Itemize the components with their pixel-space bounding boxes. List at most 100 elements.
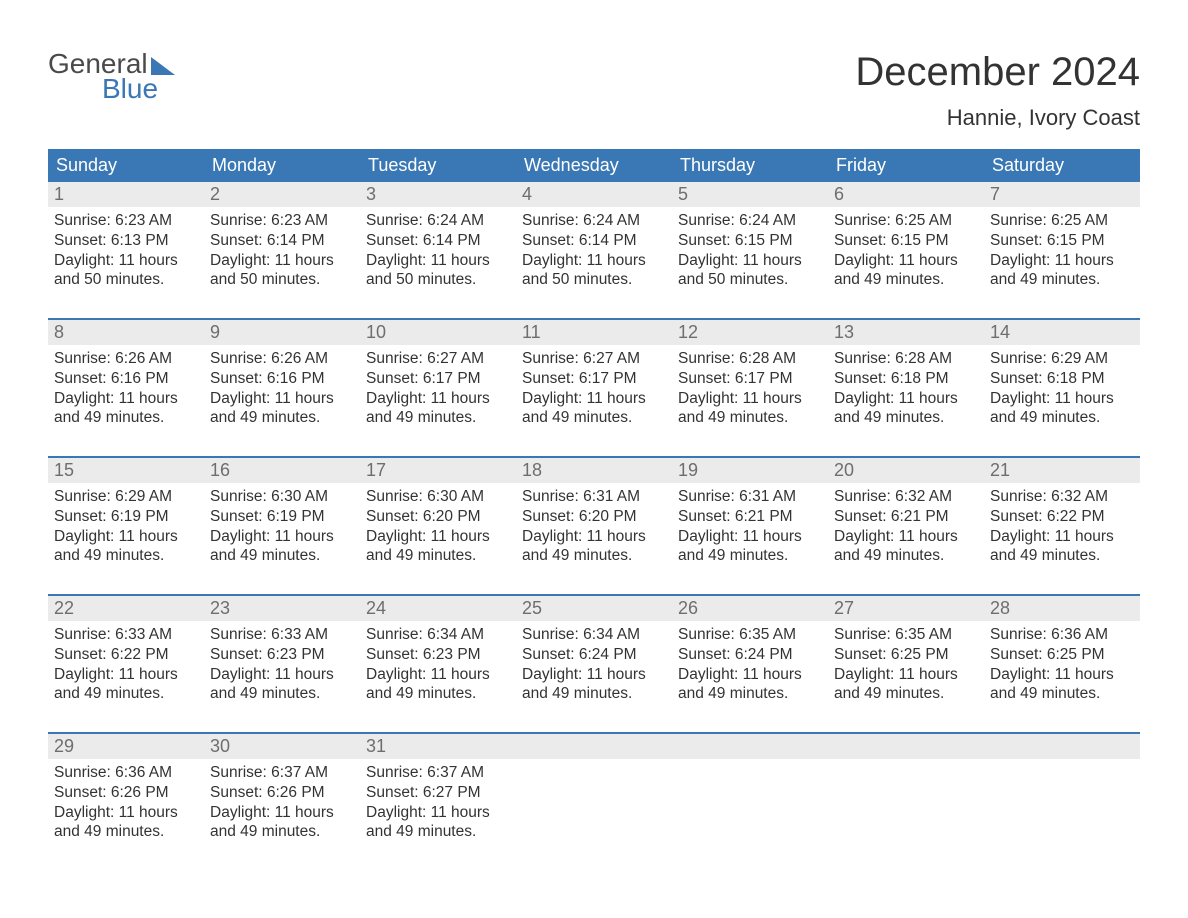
logo-triangle-icon xyxy=(151,57,175,75)
sunrise-text: Sunrise: 6:34 AM xyxy=(522,625,666,645)
daylight-line1: Daylight: 11 hours xyxy=(366,251,510,271)
dow-wednesday: Wednesday xyxy=(516,149,672,182)
day-number: 22 xyxy=(48,596,204,621)
day-number: 14 xyxy=(984,320,1140,345)
sunrise-text: Sunrise: 6:26 AM xyxy=(54,349,198,369)
day-body: Sunrise: 6:27 AMSunset: 6:17 PMDaylight:… xyxy=(516,345,672,428)
day-body: Sunrise: 6:29 AMSunset: 6:19 PMDaylight:… xyxy=(48,483,204,566)
day-body: Sunrise: 6:31 AMSunset: 6:21 PMDaylight:… xyxy=(672,483,828,566)
daylight-line1: Daylight: 11 hours xyxy=(678,527,822,547)
daylight-line1: Daylight: 11 hours xyxy=(54,389,198,409)
day-cell xyxy=(516,734,672,852)
day-body: Sunrise: 6:36 AMSunset: 6:26 PMDaylight:… xyxy=(48,759,204,842)
day-body xyxy=(672,759,828,763)
day-number: 24 xyxy=(360,596,516,621)
day-of-week-header: Sunday Monday Tuesday Wednesday Thursday… xyxy=(48,149,1140,182)
day-number xyxy=(828,734,984,759)
sunset-text: Sunset: 6:19 PM xyxy=(210,507,354,527)
sunrise-text: Sunrise: 6:23 AM xyxy=(54,211,198,231)
day-cell: 16 Sunrise: 6:30 AMSunset: 6:19 PMDayligh… xyxy=(204,458,360,576)
day-number: 20 xyxy=(828,458,984,483)
daylight-line1: Daylight: 11 hours xyxy=(210,803,354,823)
daylight-line1: Daylight: 11 hours xyxy=(210,527,354,547)
sunset-text: Sunset: 6:16 PM xyxy=(54,369,198,389)
day-number: 16 xyxy=(204,458,360,483)
day-cell: 27Sunrise: 6:35 AMSunset: 6:25 PMDayligh… xyxy=(828,596,984,714)
day-body: Sunrise: 6:28 AMSunset: 6:18 PMDaylight:… xyxy=(828,345,984,428)
daylight-line1: Daylight: 11 hours xyxy=(522,251,666,271)
daylight-line2: and 49 minutes. xyxy=(54,546,198,566)
day-cell: 19Sunrise: 6:31 AMSunset: 6:21 PMDayligh… xyxy=(672,458,828,576)
day-cell: 4Sunrise: 6:24 AMSunset: 6:14 PMDaylight… xyxy=(516,182,672,300)
daylight-line2: and 49 minutes. xyxy=(366,822,510,842)
daylight-line1: Daylight: 11 hours xyxy=(210,251,354,271)
day-number: 6 xyxy=(828,182,984,207)
daylight-line2: and 49 minutes. xyxy=(990,270,1134,290)
daylight-line1: Daylight: 11 hours xyxy=(54,665,198,685)
sunset-text: Sunset: 6:26 PM xyxy=(210,783,354,803)
day-number: 25 xyxy=(516,596,672,621)
daylight-line2: and 49 minutes. xyxy=(210,546,354,566)
day-cell: 15Sunrise: 6:29 AMSunset: 6:19 PMDayligh… xyxy=(48,458,204,576)
day-cell: 29Sunrise: 6:36 AMSunset: 6:26 PMDayligh… xyxy=(48,734,204,852)
sunset-text: Sunset: 6:20 PM xyxy=(522,507,666,527)
day-cell: 2Sunrise: 6:23 AMSunset: 6:14 PMDaylight… xyxy=(204,182,360,300)
day-number: 17 xyxy=(360,458,516,483)
day-cell: 7Sunrise: 6:25 AMSunset: 6:15 PMDaylight… xyxy=(984,182,1140,300)
day-body: Sunrise: 6:26 AMSunset: 6:16 PMDaylight:… xyxy=(48,345,204,428)
sunset-text: Sunset: 6:21 PM xyxy=(678,507,822,527)
day-cell: 28Sunrise: 6:36 AMSunset: 6:25 PMDayligh… xyxy=(984,596,1140,714)
sunrise-text: Sunrise: 6:30 AM xyxy=(210,487,354,507)
day-cell: 10Sunrise: 6:27 AMSunset: 6:17 PMDayligh… xyxy=(360,320,516,438)
week-row: 22Sunrise: 6:33 AMSunset: 6:22 PMDayligh… xyxy=(48,594,1140,714)
sunrise-text: Sunrise: 6:24 AM xyxy=(366,211,510,231)
day-cell: 13Sunrise: 6:28 AMSunset: 6:18 PMDayligh… xyxy=(828,320,984,438)
daylight-line2: and 49 minutes. xyxy=(834,546,978,566)
day-number: 13 xyxy=(828,320,984,345)
day-body: Sunrise: 6:23 AMSunset: 6:13 PMDaylight:… xyxy=(48,207,204,290)
day-body: Sunrise: 6:24 AMSunset: 6:15 PMDaylight:… xyxy=(672,207,828,290)
day-number: 27 xyxy=(828,596,984,621)
day-number xyxy=(672,734,828,759)
title-block: December 2024 Hannie, Ivory Coast xyxy=(855,50,1140,131)
calendar: Sunday Monday Tuesday Wednesday Thursday… xyxy=(48,149,1140,852)
day-body: Sunrise: 6:28 AMSunset: 6:17 PMDaylight:… xyxy=(672,345,828,428)
dow-tuesday: Tuesday xyxy=(360,149,516,182)
sunset-text: Sunset: 6:14 PM xyxy=(210,231,354,251)
daylight-line1: Daylight: 11 hours xyxy=(678,389,822,409)
day-cell: 31Sunrise: 6:37 AMSunset: 6:27 PMDayligh… xyxy=(360,734,516,852)
dow-thursday: Thursday xyxy=(672,149,828,182)
day-body: Sunrise: 6:37 AMSunset: 6:27 PMDaylight:… xyxy=(360,759,516,842)
daylight-line2: and 50 minutes. xyxy=(678,270,822,290)
sunset-text: Sunset: 6:24 PM xyxy=(522,645,666,665)
sunrise-text: Sunrise: 6:24 AM xyxy=(678,211,822,231)
sunset-text: Sunset: 6:27 PM xyxy=(366,783,510,803)
day-body: Sunrise: 6:32 AMSunset: 6:21 PMDaylight:… xyxy=(828,483,984,566)
day-number: 9 xyxy=(204,320,360,345)
daylight-line1: Daylight: 11 hours xyxy=(678,251,822,271)
sunrise-text: Sunrise: 6:35 AM xyxy=(678,625,822,645)
day-cell xyxy=(828,734,984,852)
logo: General Blue xyxy=(48,50,175,103)
daylight-line2: and 49 minutes. xyxy=(990,684,1134,704)
day-cell: 26Sunrise: 6:35 AMSunset: 6:24 PMDayligh… xyxy=(672,596,828,714)
day-body: Sunrise: 6:27 AMSunset: 6:17 PMDaylight:… xyxy=(360,345,516,428)
day-number: 5 xyxy=(672,182,828,207)
sunset-text: Sunset: 6:17 PM xyxy=(678,369,822,389)
daylight-line2: and 49 minutes. xyxy=(834,684,978,704)
day-body: Sunrise: 6:34 AMSunset: 6:23 PMDaylight:… xyxy=(360,621,516,704)
sunrise-text: Sunrise: 6:27 AM xyxy=(366,349,510,369)
sunrise-text: Sunrise: 6:27 AM xyxy=(522,349,666,369)
day-cell: 21Sunrise: 6:32 AMSunset: 6:22 PMDayligh… xyxy=(984,458,1140,576)
day-number: 12 xyxy=(672,320,828,345)
daylight-line2: and 49 minutes. xyxy=(210,822,354,842)
daylight-line2: and 49 minutes. xyxy=(834,408,978,428)
sunrise-text: Sunrise: 6:26 AM xyxy=(210,349,354,369)
daylight-line1: Daylight: 11 hours xyxy=(366,389,510,409)
sunset-text: Sunset: 6:13 PM xyxy=(54,231,198,251)
day-body: Sunrise: 6:35 AMSunset: 6:24 PMDaylight:… xyxy=(672,621,828,704)
week-row: 15Sunrise: 6:29 AMSunset: 6:19 PMDayligh… xyxy=(48,456,1140,576)
day-cell xyxy=(672,734,828,852)
daylight-line1: Daylight: 11 hours xyxy=(990,251,1134,271)
sunset-text: Sunset: 6:26 PM xyxy=(54,783,198,803)
